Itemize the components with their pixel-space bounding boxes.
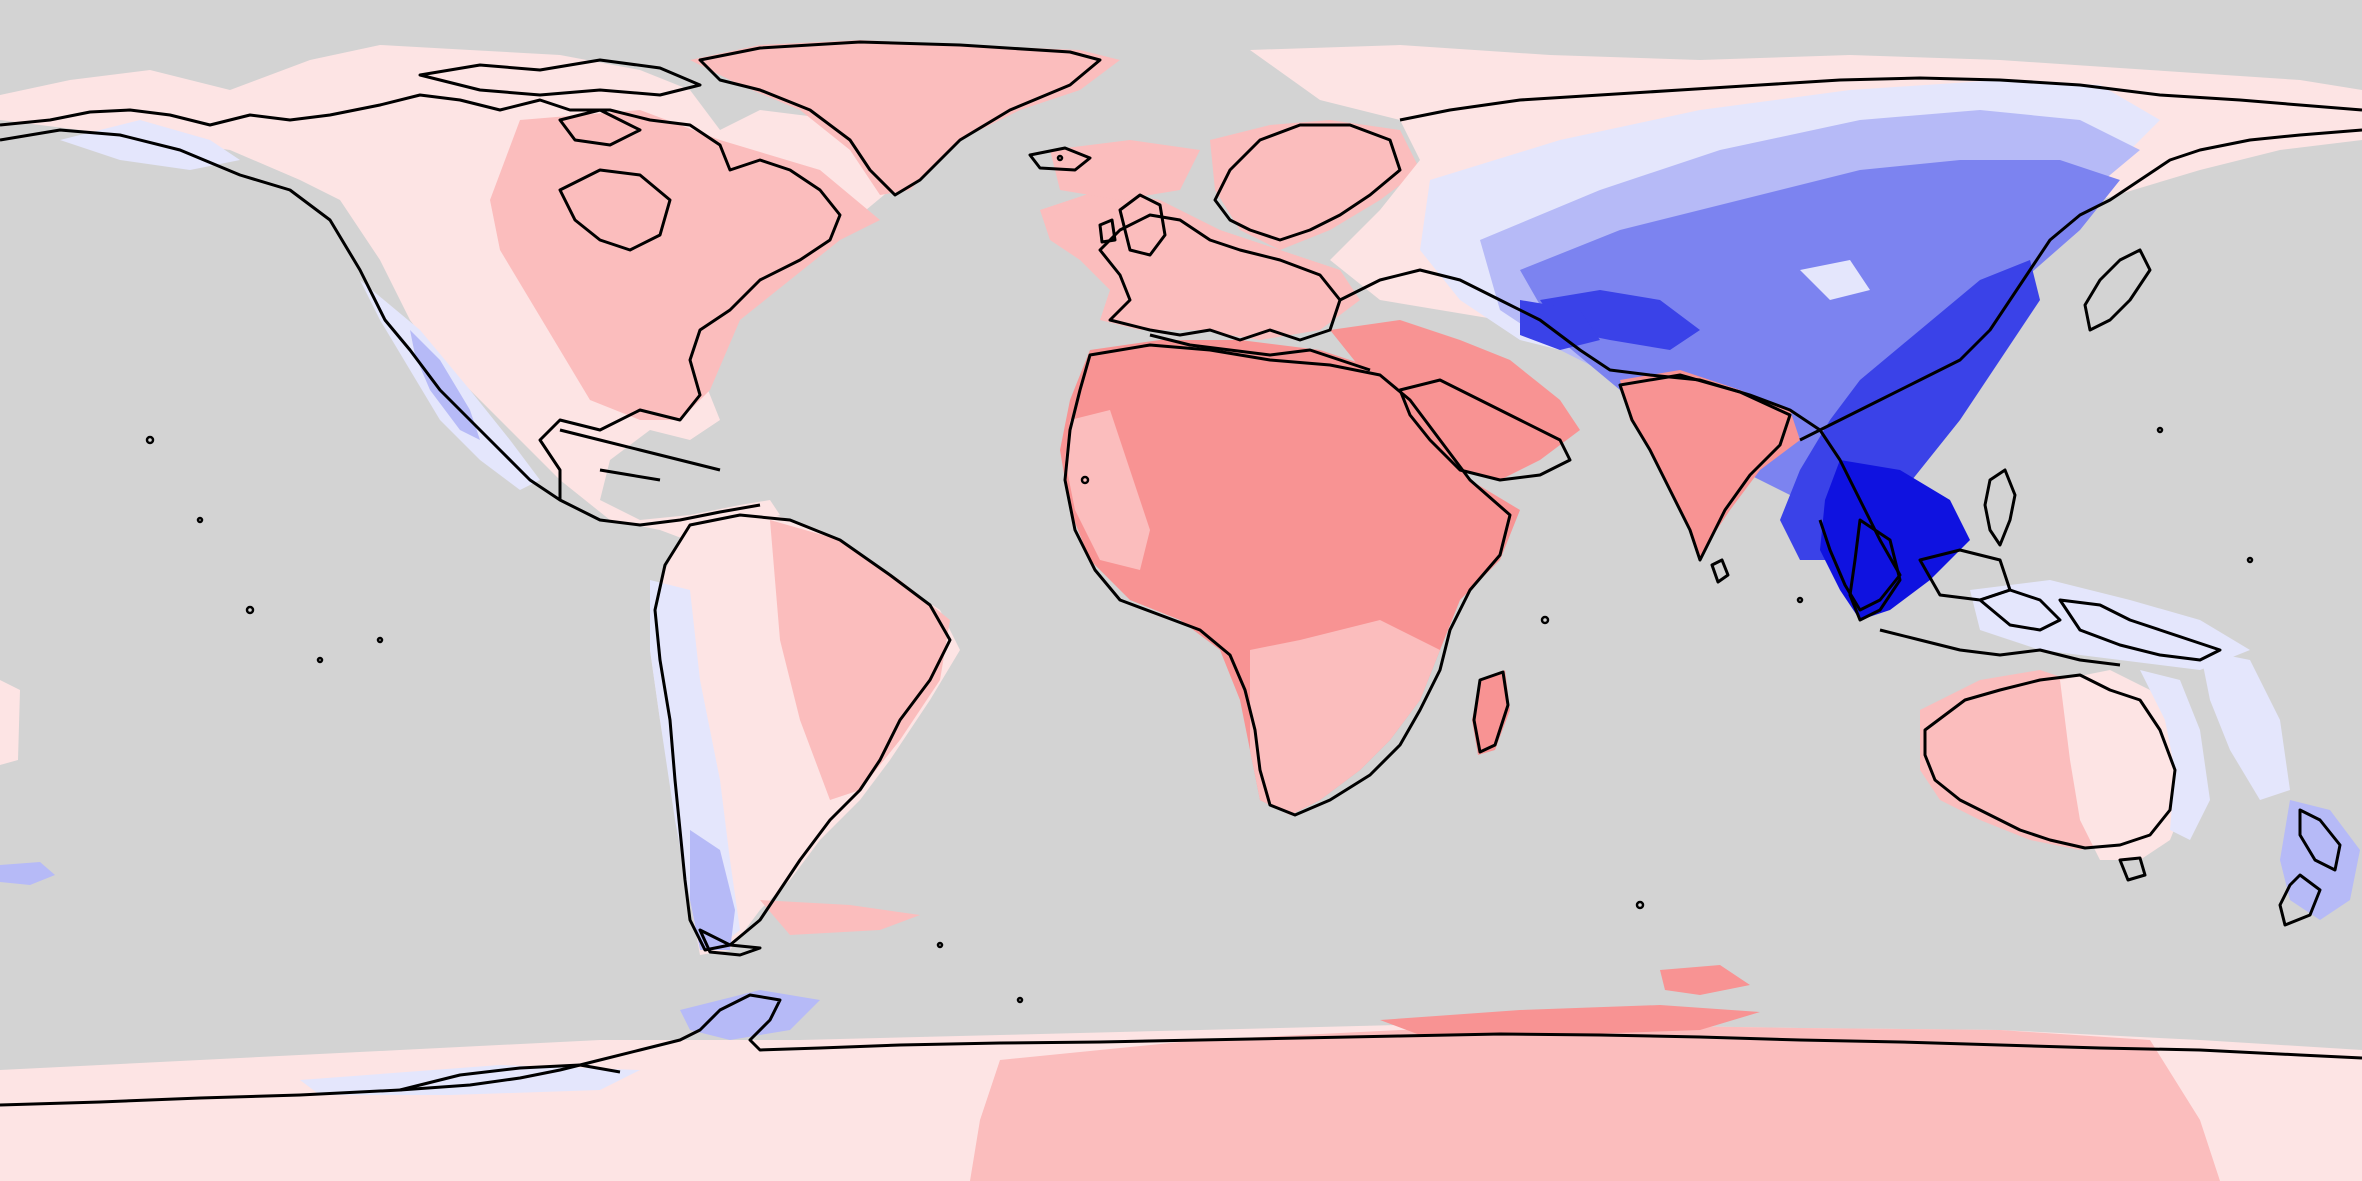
coastline-antarctica bbox=[0, 993, 2362, 1107]
island bbox=[1540, 615, 1550, 625]
north-america bbox=[0, 45, 890, 545]
coastline-new-zealand bbox=[2278, 808, 2342, 927]
antarctic-peninsula-blue bbox=[680, 990, 820, 1040]
coastline-british-isles bbox=[1098, 193, 1167, 257]
island bbox=[2156, 426, 2164, 434]
coastline-north-america bbox=[0, 93, 842, 527]
europe bbox=[1040, 120, 1420, 340]
africa-south bbox=[1250, 620, 1440, 815]
coastline-asia bbox=[1339, 128, 2362, 612]
south-america-red-east bbox=[770, 520, 950, 800]
pacific-left-edge-red bbox=[0, 680, 20, 765]
tierra-del-fuego-red bbox=[760, 900, 920, 935]
coastline-australia bbox=[1923, 673, 2177, 850]
island bbox=[196, 516, 204, 524]
india bbox=[1620, 370, 1800, 560]
europe-west bbox=[1040, 190, 1360, 340]
small-islands bbox=[145, 154, 2254, 1004]
pacific-left-edge-blue bbox=[0, 862, 55, 885]
coastline-arctic-islands bbox=[418, 58, 702, 147]
antarctic-island-red bbox=[1660, 965, 1750, 995]
coastline-india bbox=[1618, 373, 1792, 562]
southeast-asia-deep-blue bbox=[1820, 460, 1970, 620]
coastline-caribbean bbox=[559, 428, 721, 482]
island bbox=[376, 636, 384, 644]
coastline-madagascar bbox=[1472, 670, 1510, 754]
central-asia-dark-blue bbox=[1540, 290, 1700, 350]
coastline-philippines bbox=[1983, 468, 2017, 547]
coastline-tierra-del-fuego bbox=[698, 928, 762, 957]
coastline-indonesia bbox=[1879, 588, 2222, 667]
coastline-south-america bbox=[653, 513, 952, 952]
coastline-europe bbox=[1098, 213, 1342, 342]
asia bbox=[1250, 45, 2362, 620]
coastlines bbox=[0, 40, 2362, 1107]
australia-east-light bbox=[2060, 670, 2190, 860]
coastline-iceland bbox=[1028, 146, 1092, 172]
island bbox=[1056, 154, 1064, 162]
island bbox=[1016, 996, 1024, 1004]
antarctica-red bbox=[970, 1025, 2220, 1181]
pacific-blue-strip bbox=[2200, 650, 2290, 800]
island bbox=[1796, 596, 1804, 604]
greenland bbox=[690, 40, 1120, 195]
coastline-scandinavia bbox=[1213, 123, 1402, 242]
antarctica bbox=[0, 965, 2362, 1181]
scandinavia bbox=[1210, 120, 1420, 250]
uk-iceland bbox=[1050, 140, 1200, 200]
coastline-mediterranean bbox=[1149, 333, 1371, 372]
africa-north-lighter bbox=[1065, 410, 1150, 570]
coastline-sri-lanka bbox=[1710, 558, 1730, 584]
island bbox=[145, 435, 155, 445]
coastline-hudson-bay bbox=[558, 168, 672, 252]
antarctica-red-strip bbox=[1380, 1005, 1760, 1035]
australia-east-coast-blue bbox=[2140, 670, 2210, 840]
coastline-siberia-north bbox=[1399, 76, 2362, 122]
island bbox=[1080, 475, 1090, 485]
africa-middle-east bbox=[1060, 320, 1580, 815]
coastline-antarctic-inlet bbox=[399, 1063, 621, 1092]
south-america bbox=[650, 510, 960, 955]
island bbox=[2246, 556, 2254, 564]
island bbox=[245, 605, 255, 615]
siberia-white-patch bbox=[1800, 260, 1870, 300]
patagonia-blue bbox=[690, 830, 735, 950]
coastline-greenland bbox=[698, 40, 1102, 197]
middle-east bbox=[1330, 320, 1580, 480]
coastline-tasmania bbox=[2118, 856, 2147, 882]
indonesia-blue bbox=[1970, 580, 2250, 670]
coastline-africa bbox=[1063, 343, 1512, 817]
island bbox=[936, 941, 944, 949]
oceania bbox=[1920, 580, 2360, 920]
madagascar bbox=[1472, 670, 1510, 755]
caspian-dark-blue bbox=[1520, 300, 1600, 350]
north-america-red-east bbox=[490, 110, 880, 420]
coastline-arabia bbox=[1398, 378, 1572, 482]
island bbox=[316, 656, 324, 664]
coastline-japan bbox=[2083, 248, 2152, 332]
island bbox=[1635, 900, 1645, 910]
